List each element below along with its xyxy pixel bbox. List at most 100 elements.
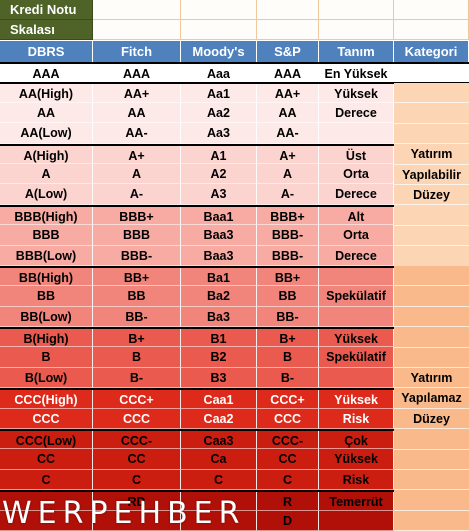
kategori-cell: Yatırım <box>394 144 469 165</box>
table-row: CCC(Low) CCC- Caa3 CCC- Çok <box>0 429 469 450</box>
cell-moodys: Caa3 <box>181 431 257 450</box>
cell-moodys: Aaa <box>181 64 257 83</box>
cell-tanim: Orta <box>319 225 394 246</box>
cell-tanim <box>319 510 394 531</box>
cell-dbrs: B(High) <box>0 329 93 348</box>
cell-tanim: En Yüksek <box>319 64 394 83</box>
cell-tanim: Alt <box>319 206 394 226</box>
kategori-cell: Yapılamaz <box>394 388 469 409</box>
kategori-cell <box>394 327 469 348</box>
table-row: B(Low) B- B3 B- <box>0 367 469 389</box>
cell-sp: A <box>257 163 319 185</box>
blank-cell <box>93 0 181 20</box>
header-moodys: Moody's <box>181 41 257 62</box>
cell-sp: A- <box>257 184 319 205</box>
cell-fitch: BBB- <box>93 245 181 266</box>
blank-cell <box>181 0 257 20</box>
cell-sp: BB+ <box>257 267 319 287</box>
blank-cell <box>257 0 319 20</box>
cell-tanim: Yüksek <box>319 449 394 470</box>
cell-sp: BBB- <box>257 245 319 266</box>
table-row: BBB(High) BBB+ Baa1 BBB+ Alt <box>0 204 469 226</box>
cell-sp: CC <box>257 449 319 470</box>
cell-dbrs: BB(High) <box>0 267 93 287</box>
cell-tanim: Yüksek <box>319 390 394 409</box>
kategori-cell <box>394 123 469 145</box>
blank-cell <box>93 20 181 40</box>
table-row: BB BB Ba2 BB Spekülatif <box>0 286 469 307</box>
cell-dbrs: BBB(Low) <box>0 245 93 266</box>
cell-dbrs: CCC(Low) <box>0 431 93 450</box>
cell-fitch: CC <box>93 449 181 470</box>
cell-dbrs: CCC <box>0 408 93 430</box>
table-row: A(High) A+ A1 A+ Üst <box>0 143 469 164</box>
cell-moodys: B2 <box>181 347 257 368</box>
table-row: C C C C Risk <box>0 469 469 491</box>
cell-dbrs: BBB(High) <box>0 206 93 226</box>
cell-fitch: AA+ <box>93 84 181 103</box>
cell-moodys: Caa1 <box>181 390 257 409</box>
cell-moodys: Aa2 <box>181 102 257 124</box>
table-row: AA AA Aa2 AA Derece <box>0 102 469 124</box>
cell-dbrs: B(Low) <box>0 367 93 389</box>
cell-tanim: Derece <box>319 245 394 266</box>
cell-fitch: BB <box>93 286 181 307</box>
cell-fitch: A+ <box>93 145 181 164</box>
table-row: RD R Temerrüt <box>0 490 469 511</box>
cell-tanim <box>319 267 394 287</box>
cell-dbrs: A <box>0 163 93 185</box>
cell-tanim: Yüksek <box>319 84 394 103</box>
kategori-cell <box>394 286 469 307</box>
title-row-1: Kredi Notu <box>0 0 469 20</box>
cell-sp: AAA <box>257 64 319 83</box>
table-row: AA(High) AA+ Aa1 AA+ Yüksek <box>0 82 469 103</box>
header-tanim: Tanım <box>319 41 394 62</box>
cell-sp: AA <box>257 102 319 124</box>
cell-moodys: Aa3 <box>181 123 257 144</box>
table-row: CCC(High) CCC+ Caa1 CCC+ Yüksek <box>0 388 469 409</box>
cell-dbrs: A(Low) <box>0 184 93 205</box>
cell-tanim: Risk <box>319 469 394 491</box>
cell-dbrs: C <box>0 469 93 491</box>
cell-tanim: Temerrüt <box>319 492 394 511</box>
cell-moodys: A1 <box>181 145 257 164</box>
cell-fitch: AA <box>93 102 181 124</box>
kategori-cell <box>394 225 469 247</box>
cell-fitch: BBB <box>93 225 181 246</box>
cell-moodys: Ca <box>181 449 257 470</box>
blank-cell <box>181 20 257 40</box>
table-row: AAA AAA Aaa AAA En Yüksek <box>0 62 469 83</box>
cell-sp: BBB+ <box>257 206 319 226</box>
cell-moodys: Aa1 <box>181 84 257 103</box>
cell-sp: CCC <box>257 408 319 430</box>
table-row: BBB(Low) BBB- Baa3 BBB- Derece <box>0 245 469 266</box>
cell-fitch: BBB+ <box>93 206 181 226</box>
cell-sp: AA+ <box>257 84 319 103</box>
cell-dbrs: A(High) <box>0 145 93 164</box>
kategori-investment-grade: Yatırım Yapılabilir Düzey <box>394 83 469 287</box>
cell-dbrs: AA(Low) <box>0 123 93 144</box>
kategori-cell <box>394 103 469 124</box>
cell-moodys: B3 <box>181 367 257 389</box>
cell-moodys: Ba1 <box>181 267 257 287</box>
table-row: B B B2 B Spekülatif <box>0 347 469 368</box>
table-row: BB(High) BB+ Ba1 BB+ <box>0 265 469 287</box>
header-sp: S&P <box>257 41 319 62</box>
cell-fitch: C <box>93 469 181 491</box>
cell-tanim: Derece <box>319 102 394 124</box>
cell-moodys: B1 <box>181 329 257 348</box>
cell-dbrs: BB <box>0 286 93 307</box>
cell-moodys: Ba2 <box>181 286 257 307</box>
cell-sp: C <box>257 469 319 491</box>
kategori-cell: Düzey <box>394 184 469 206</box>
cell-tanim: Risk <box>319 408 394 430</box>
kategori-cell <box>394 449 469 470</box>
kategori-cell <box>394 469 469 491</box>
cell-sp: B <box>257 347 319 368</box>
table-row: CCC CCC Caa2 CCC Risk <box>0 408 469 430</box>
cell-fitch <box>93 510 181 531</box>
blank-cell <box>319 0 394 20</box>
kategori-cell <box>394 266 469 287</box>
table-row: B(High) B+ B1 B+ Yüksek <box>0 327 469 348</box>
cell-moodys: Baa3 <box>181 245 257 266</box>
